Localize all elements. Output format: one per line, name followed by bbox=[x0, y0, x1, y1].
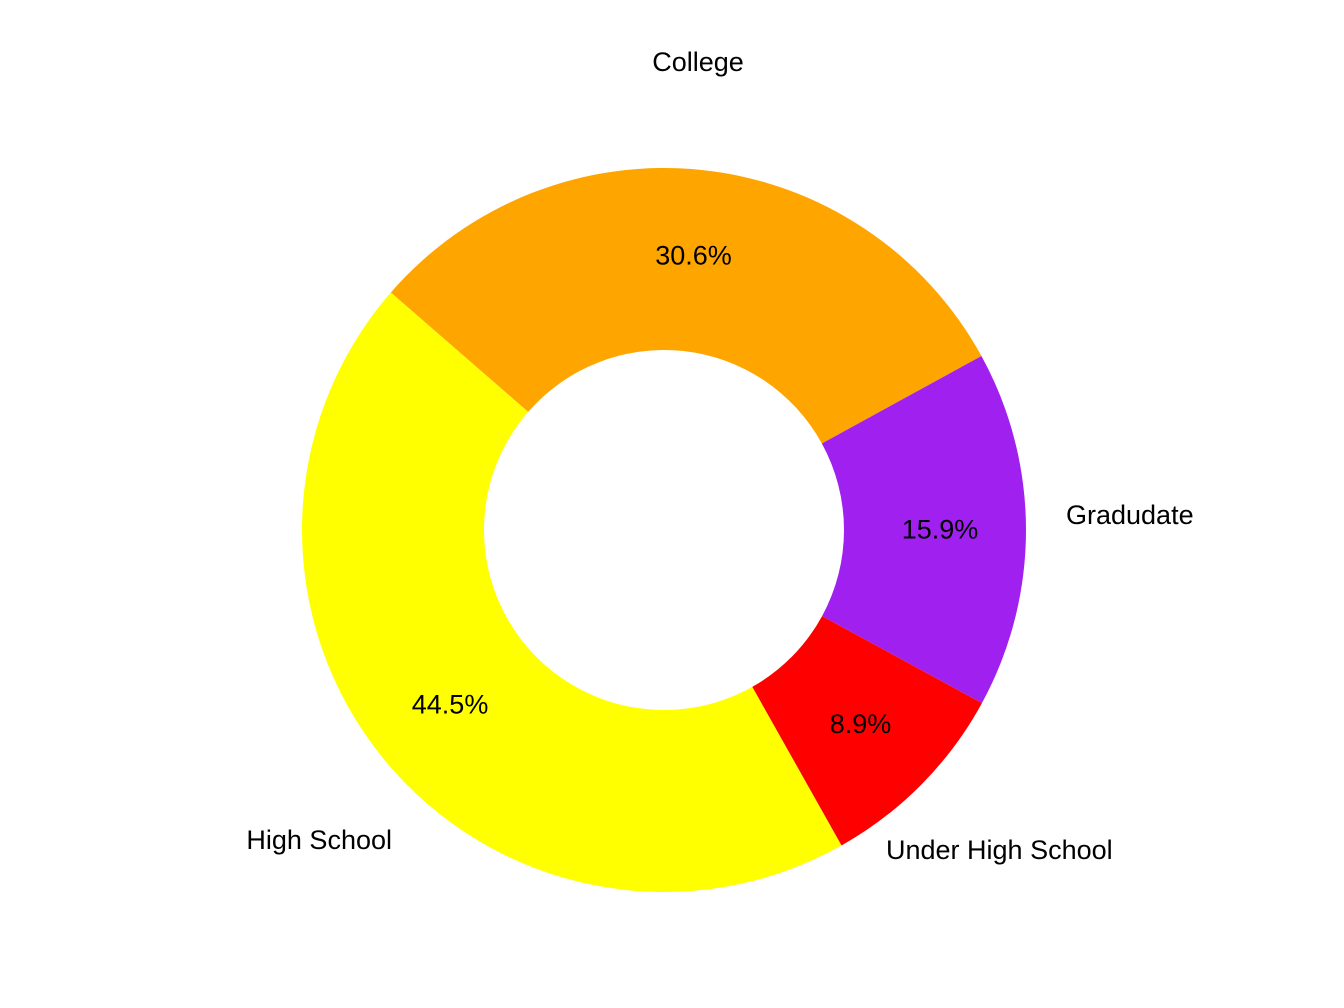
slice-gradudate bbox=[821, 355, 1026, 704]
slice-under-high-school bbox=[752, 616, 982, 846]
percent-label-high-school: 44.5% bbox=[412, 689, 489, 719]
category-labels-layer: College Gradudate Under High School High Sc… bbox=[246, 47, 1193, 865]
category-label-high-school: High School bbox=[246, 825, 392, 855]
slices-layer bbox=[302, 168, 1026, 893]
slice-college bbox=[390, 168, 982, 444]
slice-high-school bbox=[302, 292, 842, 893]
category-label-under-high-school: Under High School bbox=[886, 835, 1113, 865]
category-label-gradudate: Gradudate bbox=[1066, 500, 1194, 530]
category-label-college: College bbox=[652, 47, 744, 77]
percent-label-college: 30.6% bbox=[655, 241, 732, 271]
percent-label-under-high-school: 8.9% bbox=[830, 709, 892, 739]
percent-labels-layer: 30.6% 15.9% 8.9% 44.5% bbox=[412, 241, 979, 739]
percent-label-gradudate: 15.9% bbox=[902, 515, 979, 545]
